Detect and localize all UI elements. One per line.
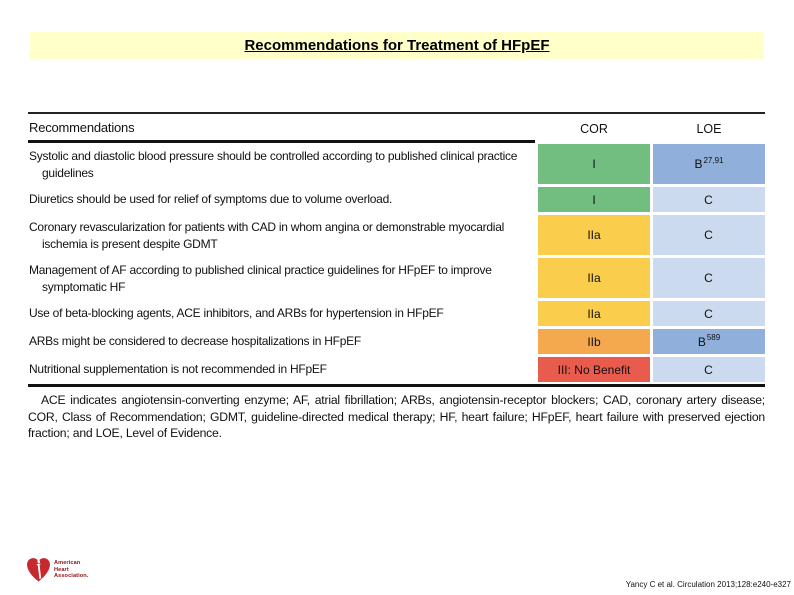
table-row: Management of AF according to published … xyxy=(28,258,765,299)
loe-cell: C xyxy=(653,258,765,299)
aha-logo: American Heart Association. xyxy=(26,556,88,584)
cor-cell: IIb xyxy=(538,329,650,355)
cor-cell: I xyxy=(538,144,650,185)
recommendation-text: Systolic and diastolic blood pressure sh… xyxy=(29,149,518,180)
table-body: Systolic and diastolic blood pressure sh… xyxy=(28,144,765,383)
table-row: ARBs might be considered to decrease hos… xyxy=(28,329,765,355)
table-header-row: Recommendations COR LOE xyxy=(28,112,765,143)
loe-refs: 589 xyxy=(706,333,721,343)
loe-cell: C xyxy=(653,187,765,213)
cor-cell: I xyxy=(538,187,650,213)
citation: Yancy C et al. Circulation 2013;128:e240… xyxy=(625,580,791,589)
table-bottom-rule xyxy=(28,384,765,388)
loe-refs: 27,91 xyxy=(703,155,724,165)
loe-label: C xyxy=(704,192,713,207)
recommendation-text: Use of beta-blocking agents, ACE inhibit… xyxy=(29,306,444,321)
aha-logo-line1: American xyxy=(54,559,81,566)
recommendation-text: Diuretics should be used for relief of s… xyxy=(29,192,393,207)
cor-cell: IIa xyxy=(538,258,650,299)
table-row: Nutritional supplementation is not recom… xyxy=(28,357,765,383)
recommendations-table: Recommendations COR LOE Systolic and dia… xyxy=(28,112,765,441)
aha-logo-line2: Heart xyxy=(54,566,69,573)
aha-logo-line3: Association. xyxy=(54,573,89,580)
loe-cell: C xyxy=(653,301,765,327)
recommendation-text: Management of AF according to published … xyxy=(29,263,492,294)
recommendation-text: Nutritional supplementation is not recom… xyxy=(29,362,327,377)
loe-label: B xyxy=(694,157,703,172)
header-recommendations: Recommendations xyxy=(28,114,535,143)
loe-label: B xyxy=(697,334,706,349)
aha-logo-text: American Heart Association. xyxy=(54,560,88,581)
loe-label: C xyxy=(704,306,713,321)
table-row: Diuretics should be used for relief of s… xyxy=(28,187,765,213)
recommendation-text: ARBs might be considered to decrease hos… xyxy=(29,334,362,349)
header-loe: LOE xyxy=(696,121,722,136)
cor-cell: IIa xyxy=(538,301,650,327)
loe-cell: B 27,91 xyxy=(653,144,765,185)
table-row: Coronary revascularization for patients … xyxy=(28,215,765,256)
loe-label: C xyxy=(704,362,713,377)
loe-cell: B 589 xyxy=(653,329,765,355)
title-banner: Recommendations for Treatment of HFpEF xyxy=(30,32,764,59)
cor-cell: III: No Benefit xyxy=(538,357,650,383)
aha-heart-icon xyxy=(27,558,50,582)
slide-title: Recommendations for Treatment of HFpEF xyxy=(244,37,550,54)
loe-label: C xyxy=(704,271,713,286)
recommendation-text: Coronary revascularization for patients … xyxy=(29,220,505,251)
loe-cell: C xyxy=(653,215,765,256)
table-row: Systolic and diastolic blood pressure sh… xyxy=(28,144,765,185)
table-footnote: ACE indicates angiotensin-converting enz… xyxy=(28,393,765,440)
cor-cell: IIa xyxy=(538,215,650,256)
header-cor: COR xyxy=(580,121,608,136)
loe-cell: C xyxy=(653,357,765,383)
table-row: Use of beta-blocking agents, ACE inhibit… xyxy=(28,301,765,327)
loe-label: C xyxy=(704,228,713,243)
